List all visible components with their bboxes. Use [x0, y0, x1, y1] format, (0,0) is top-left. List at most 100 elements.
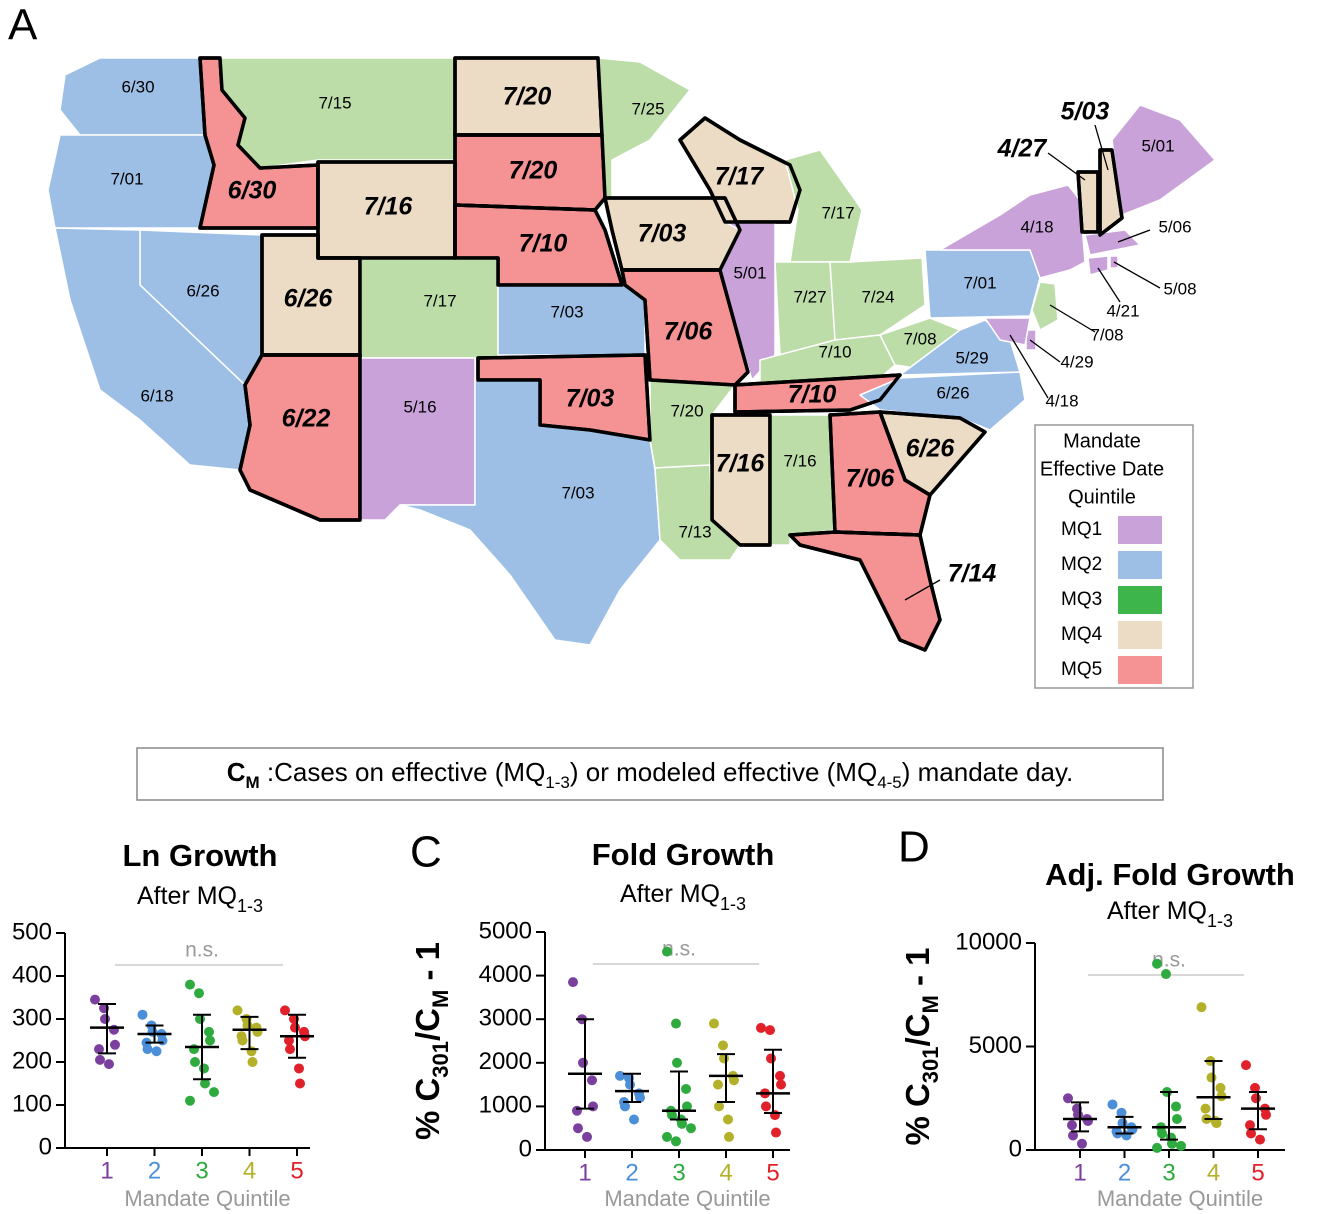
data-point: [681, 1083, 691, 1094]
data-point: [771, 1127, 781, 1138]
state-label: 5/01: [733, 263, 766, 282]
state-label: 5/03: [1061, 98, 1110, 126]
data-point: [147, 1026, 158, 1037]
data-point: [568, 977, 578, 988]
data-point: [1251, 1093, 1261, 1104]
state-label: 7/08: [903, 329, 936, 348]
state-label: 5/29: [955, 348, 988, 367]
data-point: [1068, 1130, 1078, 1141]
data-point: [1152, 958, 1162, 969]
state-label: 4/18: [1045, 391, 1078, 410]
data-point: [662, 946, 672, 957]
x-axis-label: Mandate Quintile: [1097, 1186, 1263, 1211]
x-tick-label: 5: [1251, 1159, 1264, 1186]
data-point: [1161, 969, 1171, 980]
data-point: [104, 1059, 114, 1070]
text-part: C: [227, 757, 246, 787]
panel-label: D: [898, 823, 930, 872]
data-point: [204, 1026, 214, 1037]
state: [1111, 104, 1216, 216]
data-point: [1241, 1060, 1251, 1071]
state-label: 6/30: [121, 77, 154, 96]
data-point: [94, 1044, 104, 1055]
subscript: 4-5: [877, 773, 902, 792]
subscript: 1-3: [720, 894, 746, 914]
text-part: :Cases on effective (MQ: [260, 757, 546, 787]
leader-line: [1029, 339, 1061, 363]
data-point: [1215, 1082, 1226, 1093]
state-label: 6/30: [228, 177, 277, 205]
data-point: [1245, 1120, 1255, 1131]
data-point: [677, 1118, 687, 1129]
legend-label: MQ5: [1061, 659, 1102, 680]
leader-line: [1097, 267, 1121, 303]
state-label: 7/27: [793, 287, 826, 306]
state-label: 7/17: [821, 203, 854, 222]
data-point: [615, 1070, 625, 1081]
y-tick-label: 3000: [479, 1005, 532, 1032]
data-point: [756, 1022, 766, 1033]
state: [984, 317, 1031, 346]
x-axis-label: Mandate Quintile: [604, 1186, 770, 1211]
data-point: [189, 1044, 199, 1055]
chart-subtitle: After MQ1-3: [620, 880, 746, 914]
text-part: - 1: [409, 942, 446, 990]
data-point: [718, 1040, 728, 1051]
text-part: ) or modeled effective (MQ: [570, 757, 877, 787]
data-point: [578, 1057, 588, 1068]
data-point: [1157, 1128, 1167, 1139]
state-label: 7/03: [638, 220, 687, 248]
state-label: 7/16: [716, 450, 766, 478]
state-label: 7/24: [861, 287, 894, 306]
y-tick-label: 1000: [479, 1092, 532, 1119]
data-point: [1172, 1113, 1182, 1124]
data-point: [1167, 1138, 1177, 1149]
panel-label: A: [8, 1, 38, 50]
subscript: 1-3: [1207, 911, 1233, 931]
data-point: [662, 1131, 672, 1142]
legend-swatch: [1118, 551, 1162, 579]
y-tick-label: 4000: [479, 961, 532, 988]
state-label: 4/27: [997, 135, 1048, 163]
data-point: [237, 1035, 248, 1046]
legend-label: MQ3: [1061, 589, 1102, 610]
data-point: [232, 1005, 243, 1016]
data-point: [90, 994, 100, 1005]
data-point: [100, 1014, 110, 1024]
data-point: [635, 1092, 645, 1103]
x-tick-label: 2: [1118, 1159, 1131, 1186]
state-label: 7/20: [509, 157, 558, 185]
leader-line: [1047, 152, 1086, 181]
text-part: % C: [409, 1078, 446, 1140]
state-label: 6/26: [906, 435, 956, 463]
data-point: [1196, 1002, 1207, 1013]
data-point: [672, 1057, 682, 1068]
x-tick-label: 5: [290, 1157, 303, 1184]
data-point: [151, 1046, 162, 1057]
state-label: 7/16: [364, 193, 414, 221]
state-label: 6/18: [140, 386, 173, 405]
subscript: M: [918, 995, 943, 1013]
legend-swatch: [1118, 656, 1162, 684]
data-point: [776, 1079, 786, 1090]
data-point: [709, 1018, 719, 1029]
state-label: 6/26: [284, 285, 334, 313]
data-point: [686, 1123, 696, 1134]
text-part: - 1: [899, 947, 936, 995]
x-tick-label: 4: [719, 1159, 732, 1186]
leader-lines: [904, 124, 1161, 601]
data-point: [1211, 1118, 1222, 1129]
state-label: 7/20: [670, 401, 703, 420]
y-tick-label: 200: [12, 1047, 52, 1074]
state-label: 7/10: [519, 230, 568, 258]
data-point: [247, 1057, 258, 1067]
data-point: [1176, 1140, 1186, 1151]
state-label: 5/16: [403, 397, 436, 416]
y-tick-label: 100: [12, 1090, 52, 1117]
state: [769, 414, 836, 546]
legend-label: MQ1: [1061, 519, 1102, 540]
state-label: 7/20: [503, 83, 552, 111]
x-tick-label: 3: [1162, 1159, 1175, 1186]
